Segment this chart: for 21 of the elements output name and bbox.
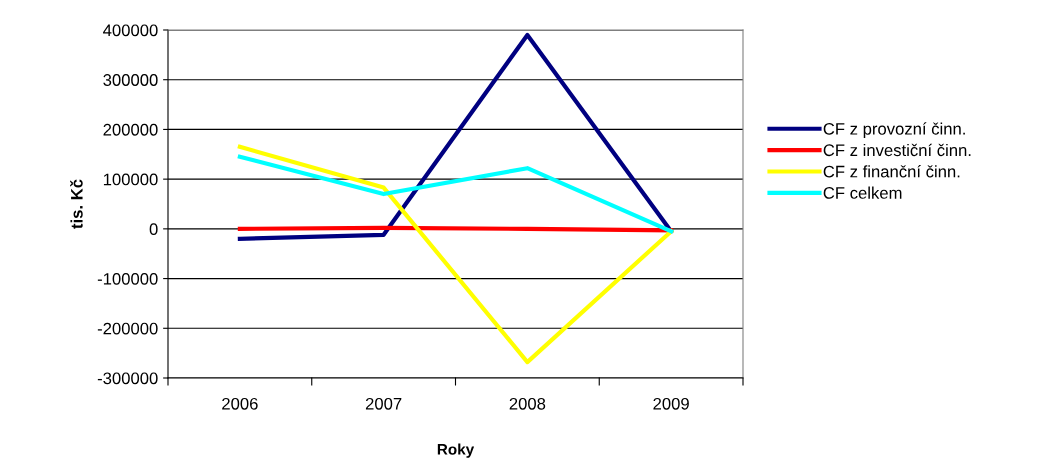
x-tick-label: 2009 (653, 397, 689, 410)
x-tick-label: 2006 (222, 397, 258, 410)
line-series (237, 32, 674, 241)
y-tick-label: 0 (149, 223, 158, 236)
x-axis-title: Roky (437, 443, 475, 458)
y-tick-label: -100000 (97, 272, 158, 285)
y-tick-label: 400000 (103, 24, 158, 37)
y-tick-label: -300000 (97, 372, 158, 385)
y-tick-label: 200000 (103, 123, 158, 136)
legend-label: CF z investiční činn. (823, 143, 971, 157)
legend-label: CF z finanční činn. (823, 165, 960, 178)
legend-label: CF celkem (823, 186, 902, 199)
x-tick-label: 2007 (365, 397, 402, 410)
y-tick-label: 300000 (103, 74, 158, 86)
y-axis-title: tis. Kč (70, 179, 83, 229)
line-series (237, 154, 674, 234)
legend-label: CF z provozní činn. (823, 122, 965, 139)
y-tick-label: 100000 (103, 173, 158, 186)
line-series (237, 144, 674, 365)
x-tick-label: 2008 (509, 397, 546, 410)
y-tick-label: -200000 (97, 322, 158, 335)
